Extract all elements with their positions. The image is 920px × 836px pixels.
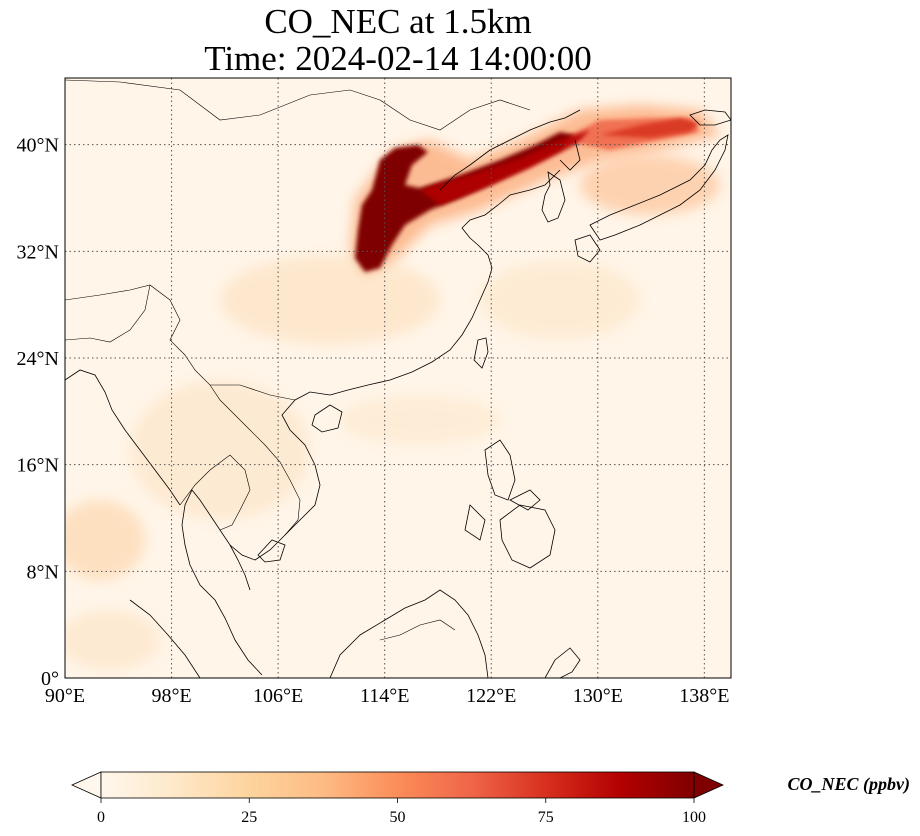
coastline-japan-honshu	[589, 134, 729, 241]
colorbar-body	[100, 771, 695, 799]
concentration-field	[65, 105, 720, 670]
coastline-bohai	[439, 109, 581, 191]
coastline-japan-kyushu	[574, 234, 601, 263]
coastline-china-east	[329, 169, 561, 396]
colorbar-extend-min	[71, 771, 102, 799]
colorbar-ticks: 0 25 50 75 100	[97, 798, 706, 826]
x-tick-label: 90°E	[45, 685, 85, 707]
y-tick-label: 24°N	[17, 348, 59, 370]
coastline-philippines-mindanao	[499, 504, 556, 569]
faint-plume-japan	[580, 155, 720, 215]
border-thailand	[179, 454, 251, 531]
faint-plume-indochina	[130, 380, 310, 520]
map-frame	[64, 77, 732, 679]
y-tick-label: 8°N	[27, 561, 59, 583]
faint-plume-pacific	[480, 260, 640, 340]
colorbar-extend-max	[693, 771, 724, 799]
y-tick-label: 0°	[41, 668, 59, 690]
coastline-philippines-visayas	[464, 489, 541, 541]
colorbar-tick-label: 50	[390, 809, 406, 826]
coastline-japan-hokkaido	[689, 109, 731, 126]
border-laos-vietnam	[209, 384, 301, 536]
gridlines	[65, 78, 731, 678]
y-tick-label: 16°N	[17, 455, 59, 477]
coastline-taiwan	[473, 337, 489, 369]
faint-plume-sumatra	[65, 610, 160, 670]
x-tick-label: 122°E	[466, 685, 516, 707]
y-tick-label: 40°N	[17, 135, 59, 157]
colorbar-tick-label: 75	[538, 809, 554, 826]
x-tick-label: 106°E	[253, 685, 303, 707]
x-tick-label: 138°E	[679, 685, 729, 707]
coastline-myanmar	[65, 369, 181, 506]
coastline-sumatra	[129, 599, 201, 678]
colorbar-tick-label: 25	[241, 809, 257, 826]
x-tick-label: 114°E	[360, 685, 409, 707]
x-tick-label: 98°E	[151, 685, 191, 707]
coastline-borneo	[329, 589, 489, 678]
title-line-2: Time: 2024-02-14 14:00:00	[204, 39, 592, 78]
colorbar-tick-label: 0	[97, 809, 105, 826]
faint-plume-south-china	[220, 255, 440, 345]
coastline-philippines-luzon	[484, 439, 516, 501]
y-axis-ticks: 0° 8°N 16°N 24°N 32°N 40°N	[17, 135, 59, 690]
plume-core-edge	[420, 130, 590, 205]
country-borders	[65, 79, 531, 641]
border-southwest	[65, 284, 296, 401]
border-north	[65, 79, 531, 131]
coastline-korea-north	[559, 139, 581, 171]
colorbar-tick-label: 100	[682, 809, 706, 826]
faint-plume-sea	[340, 395, 500, 445]
faint-plume-bay-of-bengal	[65, 500, 145, 580]
coastline-gulf-thailand	[229, 544, 251, 591]
x-tick-label: 130°E	[573, 685, 623, 707]
title-line-1: CO_NEC at 1.5km	[264, 2, 531, 41]
plume-japan-red	[600, 118, 700, 138]
border-borneo	[379, 619, 456, 641]
plume-halo	[350, 105, 720, 275]
coastline-hainan	[311, 404, 343, 433]
coastline-mekong	[257, 539, 286, 563]
coastlines	[65, 109, 731, 678]
coastline-sulawesi	[544, 647, 581, 678]
border-india	[65, 284, 151, 343]
coastline-korea	[541, 171, 566, 223]
map-panel	[65, 78, 731, 678]
x-axis-ticks: 90°E 98°E 106°E 114°E 122°E 130°E 138°E	[45, 685, 730, 707]
y-tick-label: 32°N	[17, 241, 59, 263]
colorbar-label: CO_NEC (ppbv)	[788, 774, 911, 795]
colorbar: 0 25 50 75 100 CO_NEC (ppbv)	[71, 771, 911, 826]
